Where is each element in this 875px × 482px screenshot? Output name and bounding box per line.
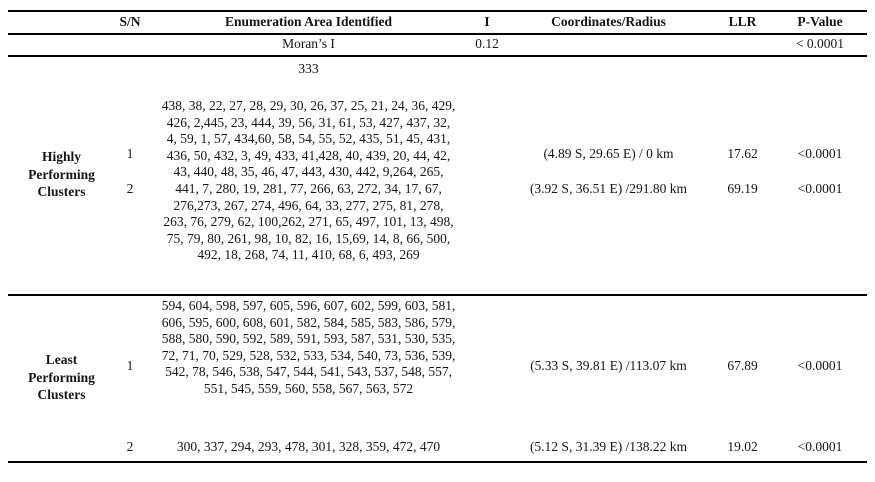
col-header-pvalue: P-Value — [797, 14, 843, 29]
col-header-sn: S/N — [119, 14, 141, 29]
cluster-row: 1 (4.89 S, 29.65 E) / 0 km 17.62 <0.0001 — [0, 146, 875, 163]
cluster-row: 2 (3.92 S, 36.51 E) /291.80 km 69.19 <0.… — [0, 181, 875, 198]
rule-bottom — [8, 461, 867, 463]
moran-row: Moran’s I 0.12 < 0.0001 — [0, 33, 875, 55]
moran-i-value: 0.12 — [475, 36, 499, 51]
section-label-text: Least Performing Clusters — [28, 352, 95, 403]
section-least-performing: Least Performing Clusters 594, 604, 598,… — [0, 294, 875, 461]
col-header-llr: LLR — [728, 14, 757, 29]
section-label-least: Least Performing Clusters — [8, 294, 115, 461]
ea-list-highly: 438, 38, 22, 27, 28, 29, 30, 26, 37, 25,… — [161, 98, 456, 263]
llr-value: 19.02 — [727, 439, 758, 454]
llr-value: 17.62 — [727, 146, 758, 161]
cluster-row: 2 300, 337, 294, 293, 478, 301, 328, 359… — [0, 439, 875, 456]
col-header-i: I — [484, 14, 490, 29]
p-value: <0.0001 — [797, 439, 843, 454]
cluster-row: 1 (5.33 S, 39.81 E) /113.07 km 67.89 <0.… — [0, 358, 875, 375]
rule-top — [8, 10, 867, 12]
moran-label: Moran’s I — [282, 36, 335, 51]
col-header-ea: Enumeration Area Identified — [224, 14, 392, 29]
rule-under-moran — [8, 55, 867, 57]
sn-value: 1 — [126, 146, 134, 161]
coord-value: (3.92 S, 36.51 E) /291.80 km — [529, 181, 688, 196]
llr-value: 69.19 — [727, 181, 758, 196]
sn-value: 2 — [126, 439, 134, 454]
coord-value: (5.33 S, 39.81 E) /113.07 km — [530, 358, 687, 373]
ea-list-least-2: 300, 337, 294, 293, 478, 301, 328, 359, … — [176, 439, 441, 454]
header-row: S/N Enumeration Area Identified I Coordi… — [0, 10, 875, 33]
sn-value: 2 — [126, 181, 134, 196]
rule-between-sections — [8, 294, 867, 296]
p-value: <0.0001 — [797, 181, 843, 196]
sn-value: 1 — [126, 358, 134, 373]
section-highly-performing: Highly Performing Clusters 333 438, 38, … — [0, 55, 875, 294]
ea-list-least-1: 594, 604, 598, 597, 605, 596, 607, 602, … — [161, 298, 456, 396]
llr-value: 67.89 — [727, 358, 758, 373]
section-label-text: Highly Performing Clusters — [28, 149, 95, 200]
section-label-highly: Highly Performing Clusters — [8, 55, 115, 294]
col-header-coord: Coordinates/Radius — [551, 14, 666, 29]
coord-value: (4.89 S, 29.65 E) / 0 km — [543, 146, 674, 161]
moran-p-value: < 0.0001 — [795, 36, 845, 51]
coord-value: (5.12 S, 31.39 E) /138.22 km — [529, 439, 688, 454]
rule-under-header — [8, 33, 867, 35]
p-value: <0.0001 — [797, 146, 843, 161]
p-value: <0.0001 — [797, 358, 843, 373]
ea-single-value: 333 — [298, 61, 319, 76]
